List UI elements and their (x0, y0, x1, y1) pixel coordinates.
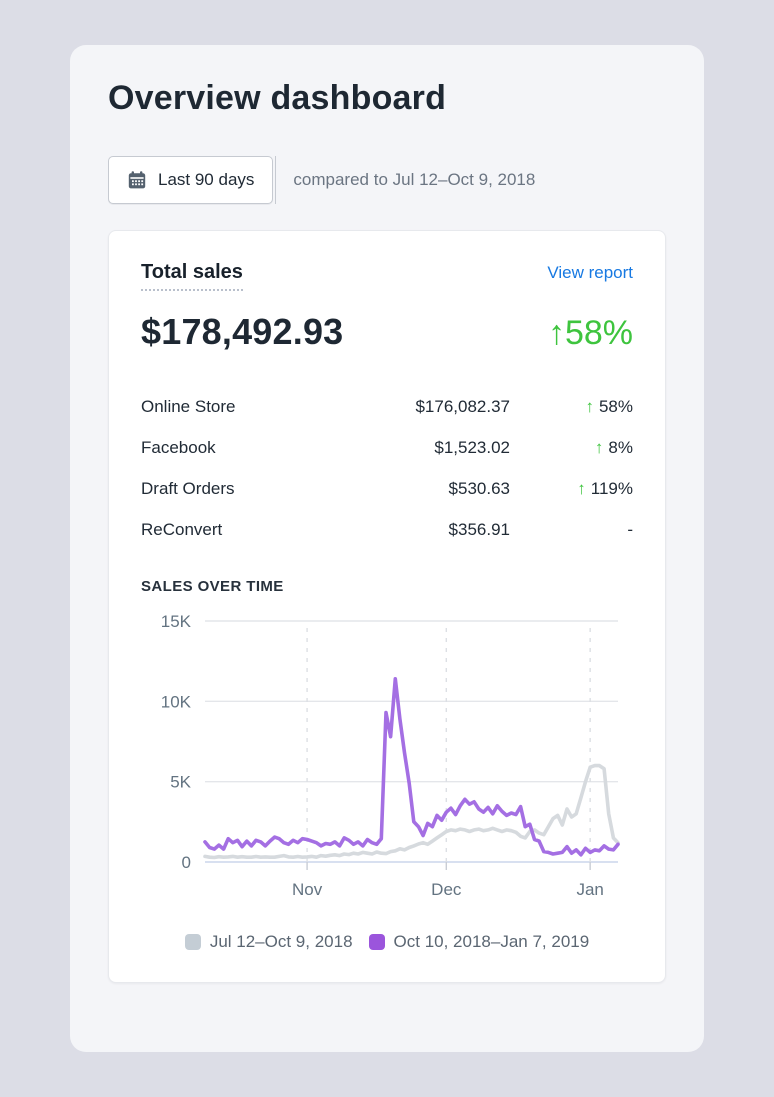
x-axis-tick-label: Jan (576, 880, 603, 899)
x-axis-tick-label: Dec (431, 880, 462, 899)
channel-breakdown-list: Online Store $176,082.37 ↑ 58% Facebook $1,52… (141, 397, 633, 540)
card-header: Total sales View report (141, 261, 633, 291)
chart-area: 0 5K 10K 15K Nov Dec Jan (141, 612, 633, 910)
button-divider (275, 156, 277, 204)
channel-delta: ↑ 58% (585, 397, 633, 416)
page-title: Overview dashboard (108, 79, 447, 117)
table-row: Draft Orders $530.63 ↑ 119% (141, 479, 633, 499)
legend-swatch-icon (368, 934, 385, 950)
up-arrow-icon: ↑ (594, 438, 604, 457)
channel-delta: ↑ 119% (577, 479, 633, 498)
channel-name: Draft Orders (141, 479, 235, 498)
total-sales-value: $178,492.93 (141, 311, 344, 352)
view-report-link[interactable]: View report (547, 263, 633, 282)
y-axis-tick-label: 0 (182, 853, 191, 872)
channel-amount: $530.63 (448, 479, 510, 498)
sales-over-time-chart: 0 5K 10K 15K Nov Dec Jan (161, 612, 620, 899)
total-delta-value: 58% (564, 314, 633, 352)
chart-heading: SALES OVER TIME (141, 578, 284, 595)
channel-amount: $356.91 (448, 520, 510, 539)
y-axis-tick-label: 5K (170, 773, 191, 792)
y-axis-tick-label: 10K (161, 692, 192, 711)
legend-label: Oct 10, 2018–Jan 7, 2019 (393, 932, 590, 951)
up-arrow-icon: ↑ (585, 397, 594, 416)
date-range-label: Last 90 days (158, 170, 255, 189)
table-row: ReConvert $356.91 - (141, 520, 633, 540)
compared-to-text: compared to Jul 12–Oct 9, 2018 (293, 170, 536, 189)
channel-amount: $176,082.37 (415, 397, 510, 416)
x-axis-tick-label: Nov (292, 880, 323, 899)
channel-name: Online Store (141, 397, 236, 416)
total-sales-delta: ↑58% (548, 314, 633, 353)
legend-item: Oct 10, 2018–Jan 7, 2019 (368, 932, 590, 952)
date-range-button[interactable]: Last 90 days (108, 156, 274, 204)
chart-legend: Jul 12–Oct 9, 2018 Oct 10, 2018–Jan 7, 20… (141, 932, 633, 952)
table-row: Facebook $1,523.02 ↑ 8% (141, 438, 633, 458)
total-row: $178,492.93 ↑58% (141, 311, 633, 353)
legend-swatch-icon (184, 934, 201, 950)
total-sales-card: Total sales View report $178,492.93 ↑58%… (108, 230, 666, 983)
y-axis-tick-label: 15K (161, 613, 192, 631)
up-arrow-icon: ↑ (577, 479, 586, 498)
legend-item: Jul 12–Oct 9, 2018 (184, 932, 353, 952)
dashboard-panel: Overview dashboard Last 90 days (70, 45, 704, 1052)
up-arrow-icon: ↑ (547, 314, 565, 352)
calendar-icon (127, 170, 147, 190)
channel-name: Facebook (141, 438, 216, 457)
current-period-line (203, 677, 620, 857)
legend-label: Jul 12–Oct 9, 2018 (209, 932, 353, 951)
table-row: Online Store $176,082.37 ↑ 58% (141, 397, 633, 417)
channel-delta: ↑ 8% (594, 438, 633, 457)
channel-delta: - (627, 520, 633, 539)
channel-name: ReConvert (141, 520, 223, 539)
date-controls-row: Last 90 days compared to Jul 12–Oct 9, 2… (108, 156, 666, 204)
channel-amount: $1,523.02 (434, 438, 510, 457)
metric-title[interactable]: Total sales (141, 261, 243, 291)
previous-period-line (203, 763, 620, 860)
